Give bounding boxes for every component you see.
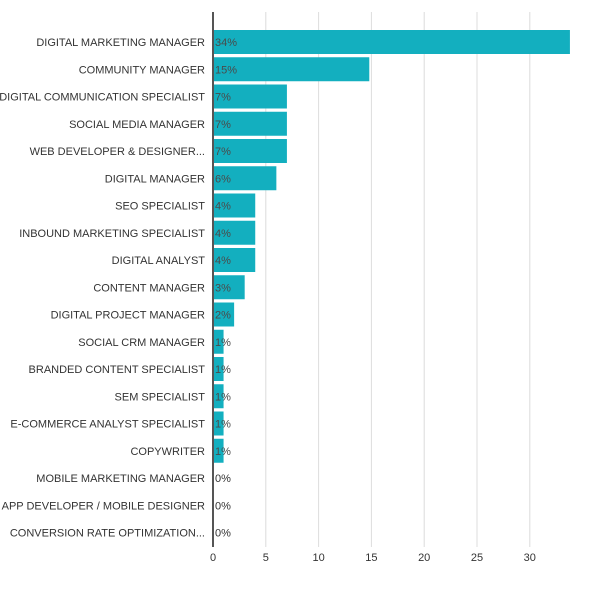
- data-label: 34%: [215, 37, 237, 49]
- bar: [213, 275, 245, 300]
- x-tick-label: 15: [365, 552, 377, 564]
- bar: [213, 84, 287, 109]
- category-label: CONVERSION RATE OPTIMIZATION...: [10, 528, 205, 540]
- bar: [213, 166, 277, 191]
- bar: [213, 329, 224, 354]
- bar: [213, 30, 570, 54]
- bar: [213, 111, 287, 136]
- data-label: 6%: [215, 173, 231, 185]
- data-label: 4%: [215, 228, 231, 240]
- category-label: E-COMMERCE ANALYST SPECIALIST: [10, 419, 205, 431]
- category-label: COMMUNITY MANAGER: [79, 64, 205, 76]
- x-tick-label: 10: [312, 552, 324, 564]
- category-label: APP DEVELOPER / MOBILE DESIGNER: [2, 500, 205, 512]
- data-label: 1%: [215, 419, 231, 431]
- category-label: SEM SPECIALIST: [115, 391, 206, 403]
- data-label: 0%: [215, 528, 231, 540]
- data-label: 4%: [215, 255, 231, 267]
- category-label: WEB DEVELOPER & DESIGNER...: [30, 146, 205, 158]
- bar: [213, 357, 224, 381]
- data-label: 7%: [215, 146, 231, 158]
- category-label: DIGITAL MARKETING MANAGER: [36, 37, 205, 49]
- category-label: DIGITAL MANAGER: [105, 173, 205, 185]
- x-tick-label: 0: [210, 552, 216, 564]
- bar: [213, 220, 256, 245]
- category-label: INBOUND MARKETING SPECIALIST: [19, 228, 205, 240]
- data-label: 1%: [215, 364, 231, 376]
- bar: [213, 384, 224, 409]
- x-tick-label: 5: [263, 552, 269, 564]
- bar: [213, 57, 370, 82]
- category-label: BRANDED CONTENT SPECIALIST: [29, 364, 206, 376]
- gridlines: [265, 12, 531, 547]
- bar: [213, 193, 256, 218]
- data-label: 2%: [215, 310, 231, 322]
- data-label: 0%: [215, 473, 231, 485]
- x-tick-label: 30: [524, 552, 536, 564]
- x-tick-label: 25: [471, 552, 483, 564]
- category-label: DIGITAL COMMUNICATION SPECIALIST: [0, 92, 205, 104]
- bar: [213, 438, 224, 463]
- labels: 0 5 10 15 20 25 30 DIGITAL MARKETING MANAGER 34%…: [0, 37, 536, 564]
- category-label: SOCIAL MEDIA MANAGER: [69, 119, 205, 131]
- data-label: 15%: [215, 64, 237, 76]
- x-tick-label: 20: [418, 552, 430, 564]
- data-label: 0%: [215, 500, 231, 512]
- data-label: 1%: [215, 446, 231, 458]
- data-label: 7%: [215, 92, 231, 104]
- category-label: SEO SPECIALIST: [115, 201, 205, 213]
- category-label: DIGITAL PROJECT MANAGER: [51, 310, 205, 322]
- bar: [213, 248, 256, 272]
- bar: [213, 302, 235, 327]
- data-label: 1%: [215, 391, 231, 403]
- data-label: 3%: [215, 282, 231, 294]
- bar: [213, 139, 287, 163]
- category-label: CONTENT MANAGER: [93, 282, 205, 294]
- bars: [213, 30, 570, 463]
- data-label: 1%: [215, 337, 231, 349]
- data-label: 7%: [215, 119, 231, 131]
- bar: [213, 411, 224, 436]
- data-label: 4%: [215, 201, 231, 213]
- category-label: DIGITAL ANALYST: [112, 255, 206, 267]
- category-label: COPYWRITER: [130, 446, 205, 458]
- category-label: SOCIAL CRM MANAGER: [78, 337, 205, 349]
- category-label: MOBILE MARKETING MANAGER: [36, 473, 205, 485]
